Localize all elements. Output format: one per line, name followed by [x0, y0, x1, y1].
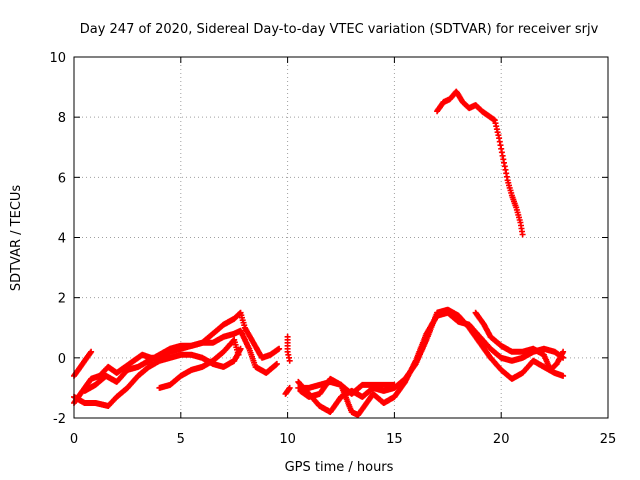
series-markers: [81, 327, 280, 394]
x-tick-label: 5: [177, 432, 185, 447]
series-track-k: [472, 309, 567, 373]
chart-title: Day 247 of 2020, Sidereal Day-to-day VTE…: [80, 22, 599, 37]
series-track-d: [81, 327, 280, 394]
y-tick-label: 10: [49, 51, 66, 66]
y-tick-label: 0: [58, 352, 66, 367]
x-axis-label: GPS time / hours: [285, 460, 394, 475]
series-track-f: [284, 333, 293, 364]
series-markers: [297, 375, 398, 400]
series-track-j: [297, 375, 398, 400]
series-markers: [434, 88, 526, 238]
y-tick-label: -2: [53, 412, 66, 427]
series-track-l: [434, 88, 526, 238]
y-tick-label: 6: [58, 171, 66, 186]
x-tick-label: 15: [386, 432, 403, 447]
x-tick-label: 25: [600, 432, 617, 447]
series-markers: [282, 384, 293, 397]
series-track-e: [156, 336, 242, 391]
x-tick-label: 20: [493, 432, 510, 447]
series-markers: [284, 333, 293, 364]
y-tick-label: 8: [58, 111, 66, 126]
y-tick-label: 2: [58, 292, 66, 307]
axis-ticks: 0 5 10 15 20 25 -2 0 2 4 6 8 10: [49, 51, 616, 447]
y-tick-label: 4: [58, 232, 66, 247]
x-tick-label: 10: [279, 432, 296, 447]
y-axis-label: SDTVAR / TECUs: [9, 185, 24, 292]
series-track-g: [282, 384, 293, 397]
data-series: [71, 88, 567, 418]
series-markers: [156, 336, 242, 391]
series-markers: [472, 309, 567, 373]
x-tick-label: 0: [70, 432, 78, 447]
